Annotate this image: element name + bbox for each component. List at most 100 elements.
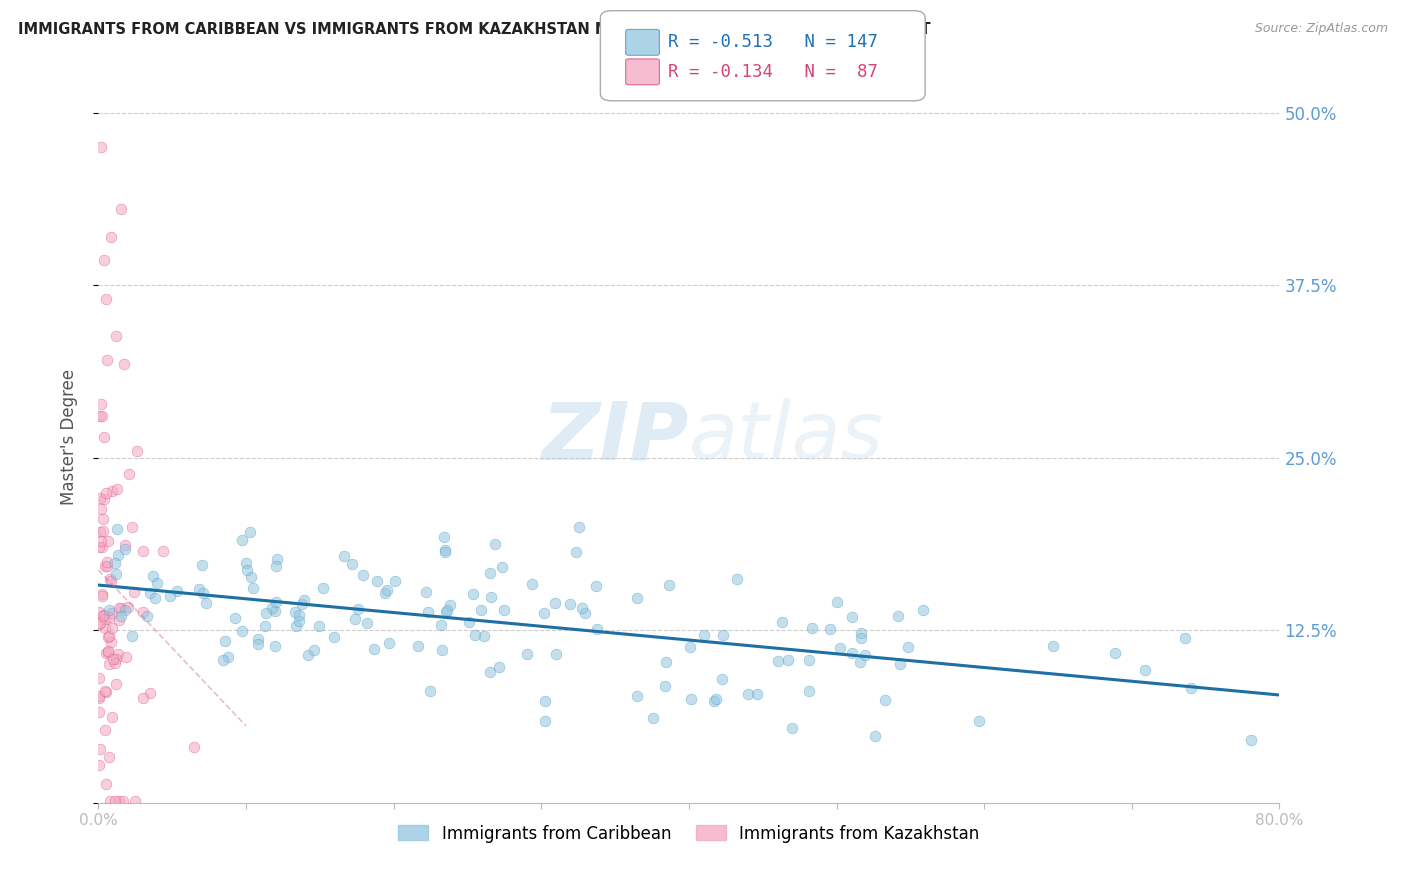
Immigrants from Kazakhstan [108,600,131,615]
Immigrants from Caribbean [706,691,728,706]
Immigrants from Kazakhstan [89,616,111,631]
Immigrants from Kazakhstan [96,646,118,660]
Immigrants from Kazakhstan [105,677,128,691]
Immigrants from Kazakhstan [139,686,162,700]
Immigrants from Kazakhstan [87,705,110,719]
Immigrants from Caribbean [194,596,217,610]
Immigrants from Caribbean [818,623,841,637]
Immigrants from Kazakhstan [101,710,124,724]
Immigrants from Kazakhstan [111,794,134,808]
Immigrants from Caribbean [264,604,287,618]
Immigrants from Caribbean [1133,664,1156,678]
Immigrants from Kazakhstan [94,684,117,698]
Immigrants from Caribbean [415,584,437,599]
Immigrants from Kazakhstan [93,723,115,737]
Immigrants from Kazakhstan [96,685,118,699]
Immigrants from Caribbean [484,537,506,551]
Immigrants from Caribbean [436,602,458,616]
Immigrants from Caribbean [533,694,555,708]
Immigrants from Kazakhstan [91,589,114,603]
Immigrants from Kazakhstan [97,534,120,549]
Immigrants from Caribbean [863,729,886,743]
Text: R = -0.513   N = 147: R = -0.513 N = 147 [668,33,877,52]
Immigrants from Caribbean [191,586,214,600]
Immigrants from Caribbean [827,595,849,609]
Immigrants from Caribbean [375,583,398,598]
Immigrants from Caribbean [855,648,877,663]
Immigrants from Caribbean [433,543,456,558]
Immigrants from Caribbean [1174,632,1197,646]
Immigrants from Caribbean [912,603,935,617]
Immigrants from Caribbean [191,558,214,573]
Immigrants from Caribbean [311,581,333,595]
Immigrants from Kazakhstan [101,483,124,498]
Immigrants from Kazakhstan [117,599,139,614]
Immigrants from Caribbean [780,721,803,735]
Immigrants from Caribbean [292,592,315,607]
Immigrants from Caribbean [217,650,239,665]
Immigrants from Caribbean [406,639,429,653]
Immigrants from Kazakhstan [89,502,111,516]
Immigrants from Caribbean [114,603,136,617]
Immigrants from Kazakhstan [89,690,111,705]
Immigrants from Caribbean [287,608,309,623]
Immigrants from Kazakhstan [104,656,127,670]
Immigrants from Kazakhstan [101,621,124,635]
Immigrants from Caribbean [544,596,567,610]
Immigrants from Caribbean [136,608,159,623]
Y-axis label: Master's Degree: Master's Degree [59,369,77,505]
Immigrants from Caribbean [655,655,678,669]
Immigrants from Caribbean [522,577,544,591]
Immigrants from Caribbean [797,684,820,698]
Immigrants from Caribbean [801,622,824,636]
Immigrants from Caribbean [235,563,257,577]
Immigrants from Kazakhstan [112,358,135,372]
Immigrants from Caribbean [308,619,330,633]
Immigrants from Caribbean [565,545,588,559]
Immigrants from Kazakhstan [89,491,111,505]
Immigrants from Caribbean [419,684,441,698]
Immigrants from Caribbean [586,622,609,636]
Immigrants from Kazakhstan [105,482,128,496]
Immigrants from Caribbean [159,590,181,604]
Immigrants from Caribbean [214,634,236,648]
Immigrants from Caribbean [264,558,287,573]
Immigrants from Caribbean [352,567,374,582]
Immigrants from Kazakhstan [91,409,114,424]
Immigrants from Caribbean [418,606,440,620]
Immigrants from Caribbean [433,531,456,545]
Immigrants from Caribbean [585,579,607,593]
Immigrants from Caribbean [841,646,863,660]
Immigrants from Caribbean [897,640,920,654]
Immigrants from Caribbean [432,642,454,657]
Immigrants from Kazakhstan [110,600,132,615]
Immigrants from Caribbean [849,626,872,640]
Immigrants from Kazakhstan [93,252,115,267]
Immigrants from Caribbean [574,606,596,620]
Immigrants from Kazakhstan [114,538,136,552]
Immigrants from Caribbean [302,643,325,657]
Immigrants from Caribbean [166,584,188,599]
Immigrants from Caribbean [366,574,388,588]
Immigrants from Caribbean [439,598,461,612]
Immigrants from Kazakhstan [90,587,112,601]
Immigrants from Kazakhstan [122,585,145,599]
Immigrants from Caribbean [254,619,277,633]
Immigrants from Caribbean [1042,639,1064,653]
Immigrants from Caribbean [766,654,789,668]
Immigrants from Caribbean [344,612,367,626]
Immigrants from Kazakhstan [90,396,112,410]
Immigrants from Caribbean [516,647,538,661]
Immigrants from Kazakhstan [152,544,174,558]
Immigrants from Caribbean [745,687,768,701]
Text: atlas: atlas [689,398,884,476]
Immigrants from Kazakhstan [121,520,143,534]
Immigrants from Caribbean [737,687,759,701]
Immigrants from Caribbean [211,653,233,667]
Immigrants from Caribbean [291,597,314,611]
Immigrants from Caribbean [778,653,800,667]
Immigrants from Kazakhstan [98,629,121,643]
Immigrants from Kazakhstan [132,543,155,558]
Immigrants from Caribbean [1240,733,1263,747]
Immigrants from Caribbean [770,615,793,629]
